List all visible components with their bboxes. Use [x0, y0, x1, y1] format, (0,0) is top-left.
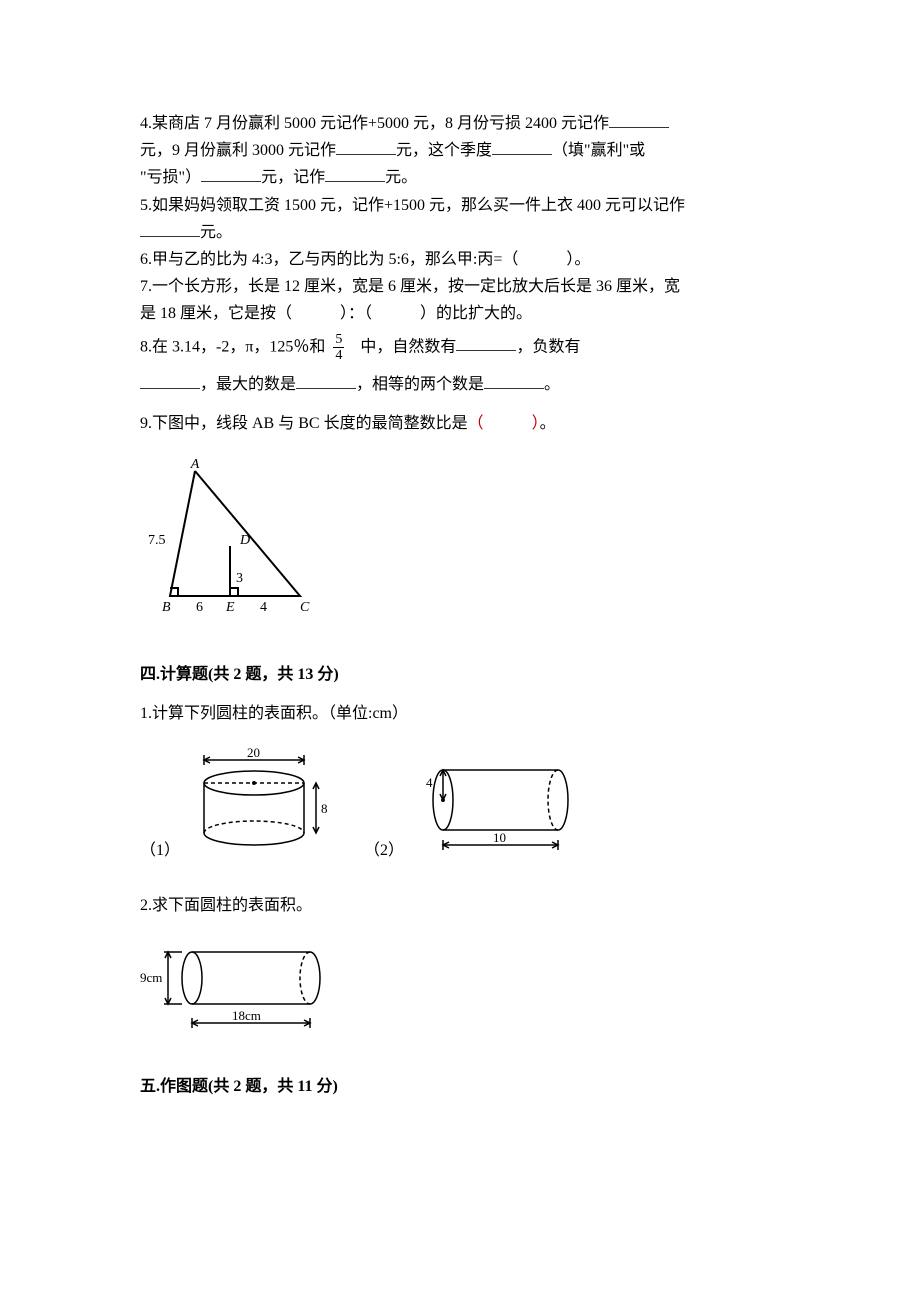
cyl2-l: 10 — [493, 830, 506, 845]
fraction-num: 5 — [333, 332, 344, 348]
q8-after1: ，负数有 — [516, 338, 580, 355]
q8-pre: 8.在 3.14，-2，π，125％和 — [140, 338, 325, 355]
q5-l1: 5.如果妈妈领取工资 1500 元，记作+1500 元，那么买一件上衣 400 … — [140, 197, 685, 214]
cyl1-h: 8 — [321, 801, 328, 816]
label-4: 4 — [260, 600, 267, 615]
question-4-l2: 元，9 月份赢利 3000 元记作 元，这个季度 （填"赢利"或 — [140, 137, 780, 164]
label-7-5: 7.5 — [148, 533, 166, 548]
blank — [492, 138, 552, 155]
page: 4.某商店 7 月份赢利 5000 元记作+5000 元，8 月份亏损 2400… — [0, 0, 920, 1302]
cylinder-2-wrap: （2） — [364, 745, 578, 864]
q4-l1: 4.某商店 7 月份赢利 5000 元记作+5000 元，8 月份亏损 2400… — [140, 115, 609, 132]
s4-q1: 1.计算下列圆柱的表面积。（单位:cm） — [140, 700, 780, 727]
q4-l2c: （填"赢利"或 — [552, 142, 645, 159]
question-8: 8.在 3.14，-2，π，125％和 5 4 中，自然数有 ，负数有 — [140, 332, 780, 364]
q7-l2: 是 18 厘米，它是按（ ）：（ ）的比扩大的。 — [140, 305, 532, 322]
q8-l2a: ，最大的数是 — [200, 376, 296, 393]
blank — [140, 220, 200, 237]
blank — [484, 372, 544, 389]
q7-l1: 7.一个长方形，长是 12 厘米，宽是 6 厘米，按一定比放大后长是 36 厘米… — [140, 278, 680, 295]
blank — [456, 334, 516, 351]
section-5-heading: 五.作图题(共 2 题，共 11 分) — [140, 1073, 780, 1100]
triangle-svg: A B C D E 7.5 3 6 4 — [140, 456, 320, 626]
q4-l3a: "亏损"） — [140, 169, 201, 186]
question-5-l2: 元。 — [140, 219, 780, 246]
cylinder-row: （1） — [140, 745, 780, 864]
question-7: 7.一个长方形，长是 12 厘米，宽是 6 厘米，按一定比放大后长是 36 厘米… — [140, 273, 780, 300]
label-E: E — [225, 600, 235, 615]
question-8-l2: ，最大的数是 ，相等的两个数是 。 — [140, 371, 780, 398]
q8-mid: 中，自然数有 — [360, 338, 456, 355]
question-6: 6.甲与乙的比为 4:3，乙与丙的比为 5:6，那么甲:丙=（ ）。 — [140, 246, 780, 273]
cylinder-1-wrap: （1） — [140, 745, 334, 864]
fraction-den: 4 — [333, 348, 344, 363]
triangle-diagram: A B C D E 7.5 3 6 4 — [140, 456, 780, 635]
q9-paren: （ ） — [468, 415, 540, 432]
q4-l2a: 元，9 月份赢利 3000 元记作 — [140, 142, 336, 159]
label-B: B — [162, 600, 171, 615]
cyl2-r: 4 — [426, 775, 433, 790]
question-4: 4.某商店 7 月份赢利 5000 元记作+5000 元，8 月份亏损 2400… — [140, 110, 780, 137]
blank — [325, 165, 385, 182]
blank — [336, 138, 396, 155]
cylinder-3-svg: 9cm 18cm — [140, 938, 335, 1038]
q9-post: 。 — [540, 415, 556, 432]
s4-q2: 2.求下面圆柱的表面积。 — [140, 892, 780, 919]
q8-l2c: 。 — [544, 376, 560, 393]
cyl3-d: 9cm — [140, 970, 162, 985]
label-6: 6 — [196, 600, 203, 615]
fraction-5-4: 5 4 — [333, 332, 344, 364]
question-4-l3: "亏损"） 元，记作 元。 — [140, 164, 780, 191]
label-C: C — [300, 600, 310, 615]
label-D: D — [239, 533, 250, 548]
q4-l2b: 元，这个季度 — [396, 142, 492, 159]
blank — [140, 372, 200, 389]
blank — [296, 372, 356, 389]
question-9: 9.下图中，线段 AB 与 BC 长度的最简整数比是（ ）。 — [140, 410, 780, 437]
label-3: 3 — [236, 571, 243, 586]
cylinder-2-svg: 4 10 — [408, 745, 578, 855]
q4-l3b: 元，记作 — [261, 169, 325, 186]
q8-l2b: ，相等的两个数是 — [356, 376, 484, 393]
label-A: A — [190, 457, 200, 472]
section-4-heading: 四.计算题(共 2 题，共 13 分) — [140, 661, 780, 688]
sub-label-2: （2） — [364, 842, 404, 859]
blank — [609, 111, 669, 128]
q5-l2: 元。 — [200, 224, 232, 241]
blank — [201, 165, 261, 182]
cylinder-1-svg: 20 8 — [184, 745, 334, 855]
q6-text: 6.甲与乙的比为 4:3，乙与丙的比为 5:6，那么甲:丙=（ ）。 — [140, 251, 590, 268]
cyl3-l: 18cm — [232, 1008, 261, 1023]
cylinder-3-wrap: 9cm 18cm — [140, 938, 780, 1047]
question-5: 5.如果妈妈领取工资 1500 元，记作+1500 元，那么买一件上衣 400 … — [140, 192, 780, 219]
q4-l3c: 元。 — [385, 169, 417, 186]
q9-pre: 9.下图中，线段 AB 与 BC 长度的最简整数比是 — [140, 415, 468, 432]
sub-label-1: （1） — [140, 842, 180, 859]
cyl1-d: 20 — [247, 745, 260, 760]
question-7-l2: 是 18 厘米，它是按（ ）：（ ）的比扩大的。 — [140, 300, 780, 327]
